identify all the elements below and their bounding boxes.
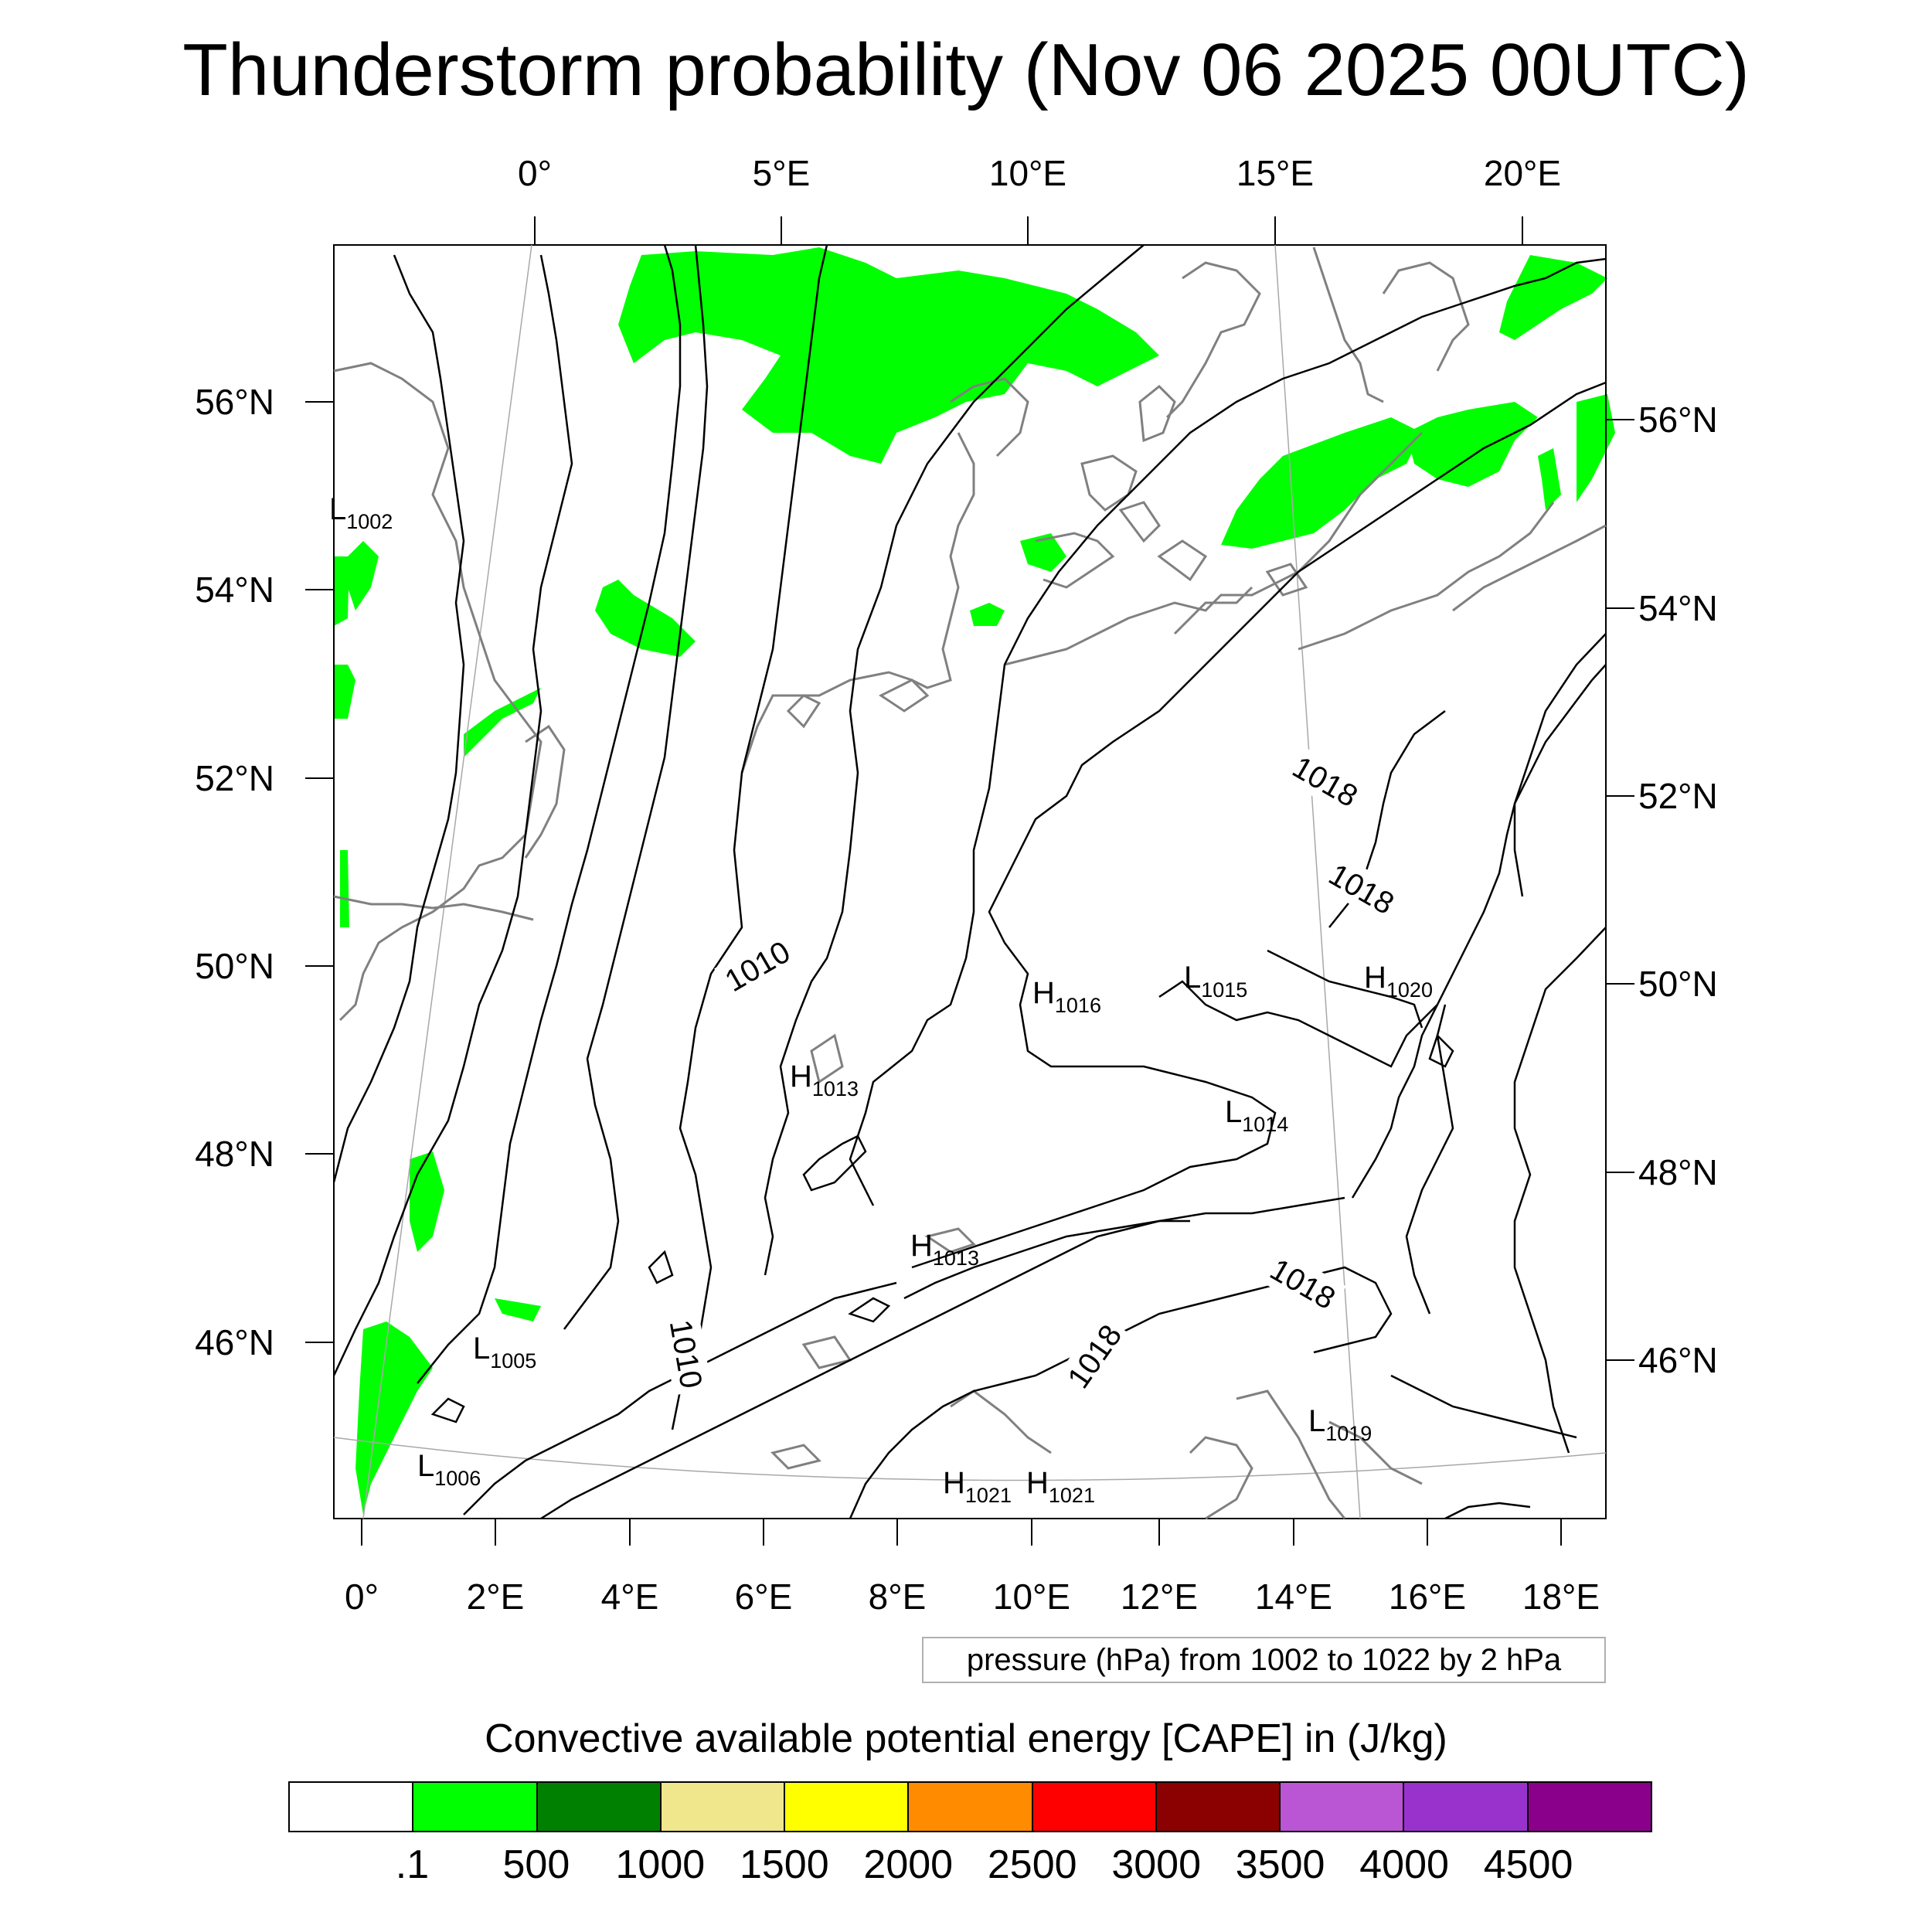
colorbar-label: 4000 — [1359, 1842, 1449, 1887]
colorbar-swatch — [661, 1783, 786, 1831]
left-ticks — [305, 401, 334, 1343]
pressure-center-label: H1016 — [1032, 976, 1101, 1017]
right-ticks — [1606, 419, 1634, 1361]
colorbar-label: 1000 — [615, 1842, 706, 1887]
chart-title: Thunderstorm probability (Nov 06 2025 00… — [182, 29, 1750, 111]
lat-label: 50°N — [195, 946, 274, 986]
left-lat-labels: 56°N 54°N 52°N 50°N 48°N 46°N — [195, 382, 274, 1362]
lat-label: 48°N — [1638, 1152, 1718, 1192]
lon-label: 20°E — [1484, 153, 1561, 193]
lon-label: 2°E — [467, 1577, 525, 1617]
lon-label: 10°E — [993, 1577, 1070, 1617]
top-ticks — [534, 216, 1523, 245]
cape-area — [410, 1151, 444, 1252]
bottom-lon-labels: 0° 2°E 4°E 6°E 8°E 10°E 12°E 14°E 16°E 1… — [345, 1577, 1600, 1617]
lat-label: 52°N — [195, 758, 274, 798]
colorbar-label: 2000 — [863, 1842, 954, 1887]
colorbar-swatch — [537, 1783, 662, 1831]
lon-label: 18°E — [1522, 1577, 1600, 1617]
cape-area — [464, 688, 541, 757]
lon-label: 6°E — [735, 1577, 793, 1617]
cape-area — [355, 1321, 433, 1515]
lon-label: 4°E — [601, 1577, 659, 1617]
pressure-center-label: L1002 — [329, 492, 393, 533]
lon-label: 5°E — [753, 153, 811, 193]
right-lat-labels: 56°N 54°N 52°N 50°N 48°N 46°N — [1638, 400, 1718, 1380]
colorbar-swatch — [1528, 1783, 1651, 1831]
colorbar-swatch — [1032, 1783, 1157, 1831]
cape-area — [1221, 417, 1422, 549]
pressure-center-label: L1005 — [473, 1332, 536, 1372]
lat-label: 56°N — [1638, 400, 1718, 440]
pressure-center-label: L1019 — [1308, 1404, 1372, 1445]
cape-colorbar — [288, 1781, 1652, 1832]
cape-area — [334, 665, 355, 719]
cape-area — [970, 603, 1005, 626]
pressure-contours — [332, 244, 1607, 1520]
colorbar-label: 2500 — [987, 1842, 1077, 1887]
pressure-center-label: L1014 — [1225, 1095, 1288, 1136]
colorbar-swatch — [290, 1783, 414, 1831]
pressure-center-label: L1015 — [1184, 961, 1247, 1002]
lat-label: 52°N — [1638, 776, 1718, 816]
colorbar-swatch — [413, 1783, 538, 1831]
legend-title: Convective available potential energy [C… — [485, 1716, 1447, 1761]
pressure-center-label: H1013 — [910, 1229, 979, 1270]
colorbar-swatch — [1404, 1783, 1529, 1831]
lat-label: 54°N — [1638, 588, 1718, 628]
pressure-center-label: H1021 — [943, 1466, 1012, 1507]
colorbar-swatch — [1156, 1783, 1281, 1831]
colorbar-label: 4500 — [1483, 1842, 1573, 1887]
cape-area — [334, 556, 349, 626]
colorbar-swatch — [785, 1783, 910, 1831]
lon-label: 15°E — [1236, 153, 1314, 193]
lon-label: 8°E — [869, 1577, 927, 1617]
top-lon-labels: 0° 5°E 10°E 15°E 20°E — [518, 153, 1561, 193]
lat-label: 56°N — [195, 382, 274, 422]
lon-label: 16°E — [1389, 1577, 1466, 1617]
cape-area — [340, 850, 349, 927]
lat-label: 46°N — [1638, 1340, 1718, 1380]
lon-label: 0° — [345, 1577, 379, 1617]
pressure-contour-note: pressure (hPa) from 1002 to 1022 by 2 hP… — [922, 1637, 1606, 1683]
lon-label: 0° — [518, 153, 552, 193]
cape-area — [1020, 533, 1066, 572]
colorbar-label: 1500 — [739, 1842, 829, 1887]
cape-area — [618, 247, 1159, 464]
colorbar-label: 500 — [502, 1842, 570, 1887]
lon-label: 14°E — [1255, 1577, 1332, 1617]
colorbar-swatch — [909, 1783, 1033, 1831]
cape-area — [1538, 448, 1561, 510]
map-frame — [333, 244, 1607, 1519]
colorbar-swatch — [1281, 1783, 1405, 1831]
lat-label: 54°N — [195, 570, 274, 610]
cape-area — [1499, 255, 1607, 340]
contour-labels: 1010 1010 1018 1018 1018 1018 — [660, 745, 1405, 1400]
lon-label: 10°E — [989, 153, 1066, 193]
cape-area — [348, 541, 379, 611]
colorbar-label: 3500 — [1235, 1842, 1325, 1887]
bottom-ticks — [361, 1519, 1562, 1546]
pressure-centers: L1002 L1005 L1006 H1013 H1013 H1016 L101… — [329, 492, 1433, 1507]
lat-label: 48°N — [195, 1134, 274, 1174]
lon-label: 12°E — [1121, 1577, 1198, 1617]
coastlines — [333, 247, 1607, 1520]
colorbar-labels: .1 500 1000 1500 2000 2500 3000 3500 4000 4500 — [0, 1838, 1932, 1892]
lat-label: 50°N — [1638, 964, 1718, 1004]
pressure-center-label: H1020 — [1364, 961, 1433, 1002]
cape-area — [1577, 394, 1615, 502]
pressure-center-label: L1006 — [417, 1449, 481, 1490]
cape-area — [1406, 402, 1538, 487]
pressure-center-label: H1021 — [1026, 1466, 1095, 1507]
colorbar-label: .1 — [395, 1842, 430, 1887]
pressure-center-label: H1013 — [790, 1060, 859, 1100]
graticule — [333, 244, 1607, 1519]
cape-area — [495, 1298, 541, 1321]
lat-label: 46°N — [195, 1322, 274, 1362]
colorbar-label: 3000 — [1111, 1842, 1202, 1887]
